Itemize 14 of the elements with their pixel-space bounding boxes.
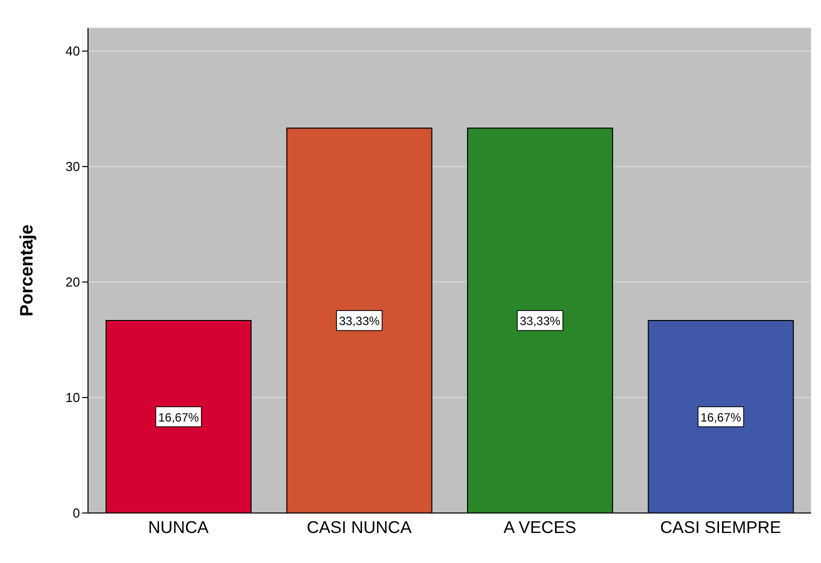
x-tick-label: CASI NUNCA [306,518,412,538]
x-tick-label: CASI SIEMPRE [660,518,782,538]
y-tick-label: 10 [66,390,80,406]
data-label: 33,33% [338,314,380,328]
data-label: 16,67% [158,410,200,424]
x-tick-label: A VECES [503,518,576,538]
y-axis-title: Porcentaje [16,224,36,317]
y-tick-label: 0 [72,506,80,521]
y-tick-label: 40 [66,44,80,59]
y-tick-label: 30 [66,159,80,174]
data-label: 16,67% [700,410,742,424]
y-tick-label: 20 [66,274,80,290]
x-tick-label: NUNCA [148,518,210,538]
data-label: 33,33% [520,314,561,328]
